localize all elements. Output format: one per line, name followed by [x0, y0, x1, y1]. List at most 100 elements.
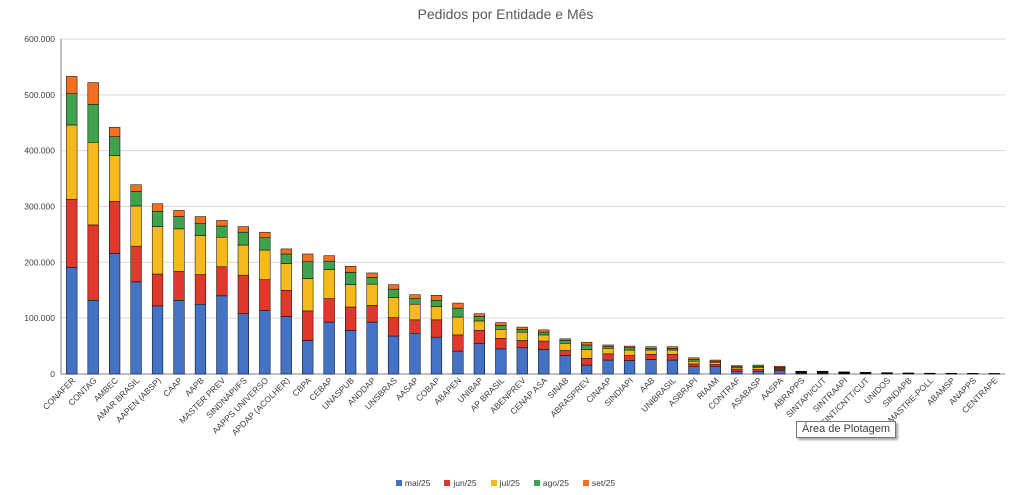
- bar-segment[interactable]: [173, 300, 185, 375]
- bar-segment[interactable]: [237, 226, 249, 233]
- bar-segment[interactable]: [559, 350, 571, 356]
- bar-segment[interactable]: [323, 255, 335, 262]
- bar-segment[interactable]: [237, 244, 249, 276]
- bar-segment[interactable]: [109, 201, 121, 254]
- bar-segment[interactable]: [688, 359, 700, 362]
- bar-segment[interactable]: [559, 355, 571, 375]
- bar-segment[interactable]: [709, 362, 721, 365]
- bar-segment[interactable]: [194, 274, 207, 305]
- bar-segment[interactable]: [452, 350, 464, 375]
- bar-segment[interactable]: [709, 359, 721, 362]
- bar-segment[interactable]: [516, 331, 528, 341]
- bar-segment[interactable]: [538, 329, 550, 333]
- bar-segment[interactable]: [473, 320, 485, 331]
- bar-segment[interactable]: [194, 303, 207, 375]
- bar-segment[interactable]: [752, 369, 764, 372]
- bar-segment[interactable]: [602, 359, 614, 375]
- bar-segment[interactable]: [173, 228, 185, 272]
- bar-segment[interactable]: [66, 76, 78, 94]
- bar-segment[interactable]: [66, 198, 78, 268]
- legend-item[interactable]: jun/25: [444, 478, 477, 488]
- bar-segment[interactable]: [194, 235, 207, 275]
- bar-segment[interactable]: [302, 340, 314, 375]
- bar-segment[interactable]: [623, 355, 636, 361]
- bar-segment[interactable]: [645, 349, 657, 355]
- bar-segment[interactable]: [194, 223, 207, 236]
- bar-segment[interactable]: [538, 349, 550, 375]
- bar-segment[interactable]: [688, 360, 700, 365]
- bar-segment[interactable]: [473, 313, 485, 317]
- bar-segment[interactable]: [216, 220, 228, 227]
- bar-segment[interactable]: [345, 306, 357, 331]
- bar-segment[interactable]: [87, 224, 99, 301]
- bar-segment[interactable]: [323, 298, 335, 323]
- bar-segment[interactable]: [430, 300, 443, 307]
- bar-segment[interactable]: [109, 136, 121, 156]
- bar-segment[interactable]: [323, 260, 335, 270]
- bar-segment[interactable]: [323, 269, 335, 299]
- bar-segment[interactable]: [259, 310, 271, 375]
- bar-segment[interactable]: [452, 302, 464, 309]
- bar-segment[interactable]: [130, 281, 142, 375]
- bar-segment[interactable]: [280, 253, 292, 264]
- bar-segment[interactable]: [173, 271, 185, 301]
- bar-segment[interactable]: [752, 370, 764, 375]
- bar-segment[interactable]: [452, 316, 464, 336]
- bar-segment[interactable]: [495, 325, 507, 330]
- bar-segment[interactable]: [302, 278, 314, 312]
- bar-segment[interactable]: [581, 341, 593, 346]
- bar-segment[interactable]: [430, 306, 443, 321]
- bar-segment[interactable]: [709, 366, 721, 375]
- bar-segment[interactable]: [516, 326, 528, 330]
- bar-segment[interactable]: [559, 340, 571, 344]
- bar-segment[interactable]: [581, 358, 593, 366]
- bar-segment[interactable]: [645, 346, 657, 349]
- bar-segment[interactable]: [538, 331, 550, 336]
- bar-segment[interactable]: [602, 344, 614, 347]
- bar-segment[interactable]: [387, 335, 400, 375]
- bar-segment[interactable]: [194, 216, 207, 224]
- bar-segment[interactable]: [387, 288, 400, 298]
- bar-segment[interactable]: [130, 191, 142, 207]
- bar-segment[interactable]: [366, 272, 378, 278]
- bar-segment[interactable]: [409, 303, 421, 321]
- bar-segment[interactable]: [87, 300, 99, 375]
- bar-segment[interactable]: [731, 369, 743, 372]
- legend-item[interactable]: mai/25: [395, 478, 430, 488]
- bar-segment[interactable]: [345, 330, 357, 375]
- bar-segment[interactable]: [495, 338, 507, 350]
- bar-segment[interactable]: [666, 348, 679, 351]
- bar-segment[interactable]: [430, 295, 443, 301]
- bar-segment[interactable]: [280, 248, 292, 255]
- bar-segment[interactable]: [151, 203, 164, 212]
- legend-item[interactable]: ago/25: [533, 478, 569, 488]
- bar-segment[interactable]: [623, 360, 636, 375]
- bar-segment[interactable]: [473, 330, 485, 344]
- bar-segment[interactable]: [216, 236, 228, 268]
- bar-segment[interactable]: [581, 344, 593, 350]
- bar-segment[interactable]: [151, 226, 164, 275]
- bar-segment[interactable]: [731, 370, 743, 375]
- bar-segment[interactable]: [473, 343, 485, 375]
- bar-segment[interactable]: [109, 253, 121, 375]
- bar-segment[interactable]: [302, 253, 314, 263]
- bar-segment[interactable]: [752, 364, 764, 367]
- bar-segment[interactable]: [666, 354, 679, 361]
- bar-segment[interactable]: [602, 353, 614, 361]
- bar-segment[interactable]: [366, 321, 378, 375]
- bar-segment[interactable]: [752, 367, 764, 370]
- bar-segment[interactable]: [452, 307, 464, 318]
- bar-segment[interactable]: [709, 364, 721, 367]
- bar-segment[interactable]: [323, 321, 335, 375]
- bar-segment[interactable]: [87, 82, 99, 105]
- bar-segment[interactable]: [409, 294, 421, 299]
- bar-segment[interactable]: [237, 313, 249, 375]
- bar-segment[interactable]: [688, 363, 700, 367]
- bar-segment[interactable]: [774, 365, 786, 368]
- bar-segment[interactable]: [387, 317, 400, 337]
- bar-segment[interactable]: [774, 370, 786, 375]
- bar-segment[interactable]: [731, 367, 743, 370]
- bar-segment[interactable]: [430, 336, 443, 375]
- bar-segment[interactable]: [216, 295, 228, 375]
